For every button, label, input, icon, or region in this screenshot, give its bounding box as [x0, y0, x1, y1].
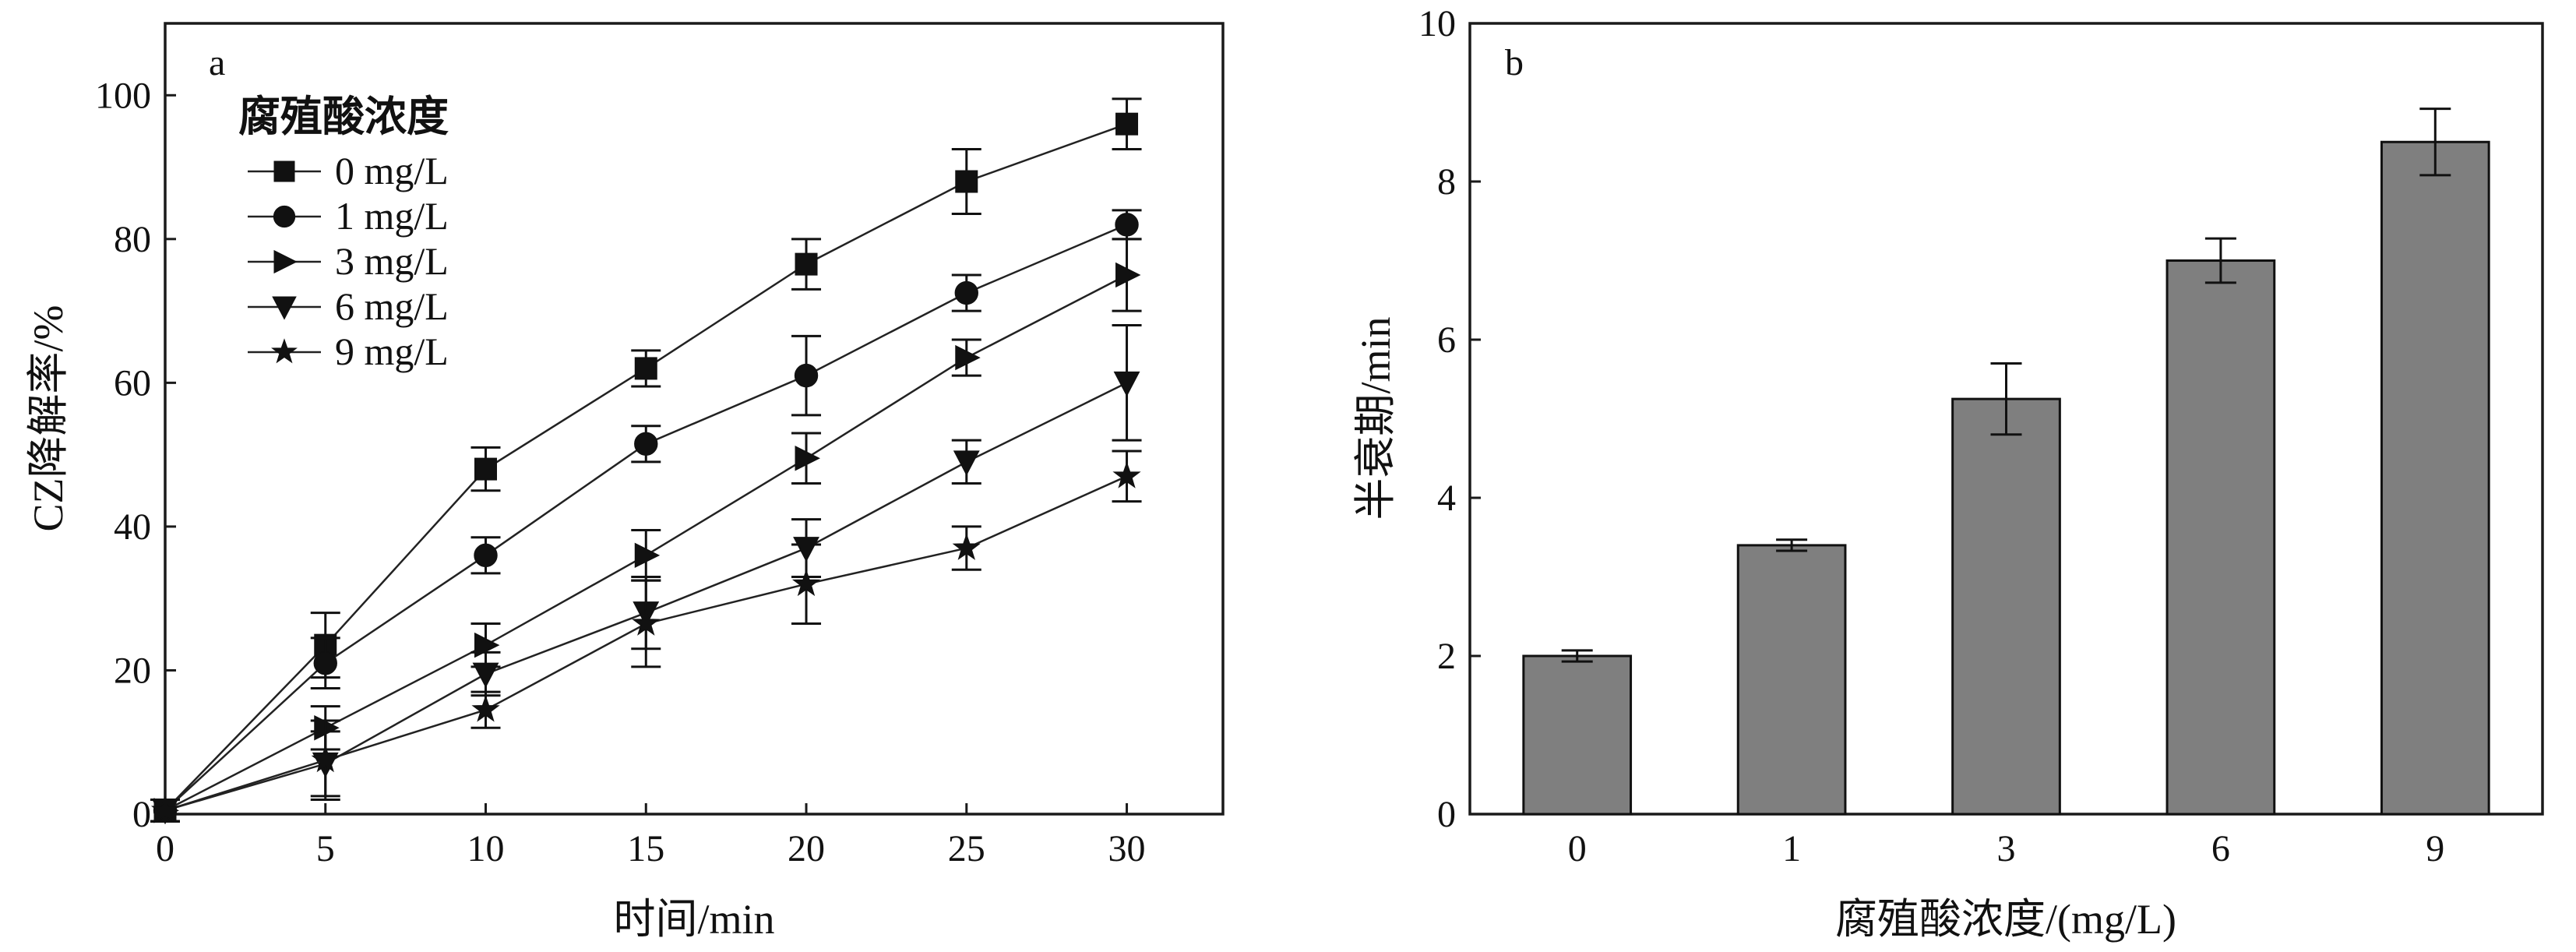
panel-a-plot-frame [164, 22, 1225, 816]
panel-a-label: a [209, 42, 225, 83]
panel-a-y-axis-label: CZ降解率/% [25, 305, 72, 532]
series-4-point [632, 608, 661, 636]
series-1-line [164, 224, 1127, 812]
bar-6 [2165, 259, 2276, 816]
panel-b-x-tick-label: 1 [1782, 828, 1801, 869]
legend-marker-2 [273, 249, 298, 274]
panel-a-y-tick-label: 0 [132, 794, 151, 835]
panel-b-x-tick-label: 6 [2211, 828, 2230, 869]
panel-a-x-tick-label: 10 [467, 828, 505, 869]
panel-a-x-tick-label: 0 [156, 828, 174, 869]
series-3-point [953, 450, 980, 476]
series-4-point [150, 795, 180, 823]
panel-a-x-tick-label: 25 [948, 828, 985, 869]
series-1-point [474, 543, 498, 568]
panel-a-y-tick-label: 40 [114, 506, 151, 548]
panel-a-y-tick-label: 100 [95, 75, 151, 116]
series-0-point [474, 457, 498, 481]
legend-marker-1 [273, 205, 296, 228]
panel-b-x-tick-label: 0 [1568, 828, 1587, 869]
panel-a-line-chart: a 时间/min CZ降解率/% 腐殖酸浓度 0 5 10 15 20 25 30 0 20 40… [25, 22, 1225, 943]
legend-label-1: 1 mg/L [335, 194, 449, 238]
series-0-point [795, 252, 818, 276]
panel-a-x-tick-label: 15 [627, 828, 664, 869]
series-4 [150, 450, 1142, 823]
legend-label-2: 3 mg/L [335, 239, 449, 283]
panel-b-ticks: 0 2 4 6 8 10 0 1 3 6 9 [1418, 3, 2444, 869]
panel-b-bars [1522, 108, 2490, 816]
panel-b-x-axis-label: 腐殖酸浓度/(mg/L) [1835, 896, 2176, 943]
panel-a-x-tick-label: 5 [316, 828, 335, 869]
series-1-point [954, 280, 978, 305]
panel-a-y-tick-label: 60 [114, 362, 151, 404]
panel-a-x-axis-label: 时间/min [613, 896, 774, 943]
legend-label-4: 9 mg/L [335, 330, 449, 373]
series-4-point [311, 745, 340, 773]
panel-a-x-tick-label: 20 [788, 828, 825, 869]
panel-a-ticks: 0 5 10 15 20 25 30 0 20 40 60 80 100 [95, 75, 1146, 869]
bar-9-error-bar [2419, 108, 2451, 177]
panel-b-label: b [1505, 42, 1524, 83]
panel-a-y-tick-label: 80 [114, 219, 151, 260]
bar-1 [1736, 544, 1847, 816]
series-0-point [634, 357, 657, 380]
series-4-point [1112, 461, 1141, 488]
panel-a-x-tick-label: 30 [1108, 828, 1146, 869]
bar-3 [1951, 397, 2061, 816]
panel-a-y-tick-label: 20 [114, 650, 151, 691]
series-1-point [1115, 213, 1139, 237]
series-2-point [474, 632, 500, 658]
panel-a-series [150, 97, 1142, 825]
series-1 [150, 209, 1142, 823]
series-0-point [955, 170, 978, 193]
panel-a-legend-title: 腐殖酸浓度 [238, 93, 449, 140]
series-1-point [313, 651, 337, 675]
panel-b-y-tick-label: 6 [1437, 319, 1456, 361]
legend-marker-4 [271, 338, 298, 364]
legend-marker-0 [273, 160, 295, 182]
series-4-point [791, 569, 821, 597]
bar-0 [1522, 654, 1633, 816]
series-0-point [1115, 112, 1139, 136]
panel-b-y-axis-label: 半衰期/min [1352, 316, 1399, 520]
legend-label-0: 0 mg/L [335, 149, 449, 192]
panel-b-y-tick-label: 4 [1437, 478, 1456, 519]
panel-b-bar-chart: b 腐殖酸浓度/(mg/L) 半衰期/min 0 2 4 6 8 10 0 1 3 6 9 [1352, 3, 2544, 943]
bar-1-error-bar [1776, 538, 1808, 552]
series-4-point [471, 695, 500, 722]
series-3-point [1113, 371, 1140, 397]
series-2-point [634, 542, 661, 569]
panel-b-y-tick-label: 0 [1437, 794, 1456, 835]
bar-3-error-bar [1990, 361, 2022, 436]
bar-6-error-bar [2204, 237, 2236, 284]
series-2-point [955, 344, 981, 371]
panel-b-y-tick-label: 2 [1437, 636, 1456, 677]
series-1-point [634, 432, 658, 456]
bar-0-error-bar [1561, 649, 1593, 663]
legend-marker-3 [272, 296, 297, 320]
panel-b-x-tick-label: 9 [2426, 828, 2444, 869]
series-2-point [795, 446, 820, 471]
series-0-line [164, 123, 1127, 812]
bar-9 [2380, 140, 2490, 816]
panel-b-y-tick-label: 10 [1418, 3, 1456, 44]
panel-a-legend: 0 mg/L1 mg/L3 mg/L6 mg/L9 mg/L [248, 149, 449, 373]
legend-label-3: 6 mg/L [335, 284, 449, 328]
series-2-point [1115, 262, 1141, 288]
series-4-point [952, 533, 981, 560]
panel-b-x-tick-label: 3 [1997, 828, 2016, 869]
series-2 [150, 238, 1142, 823]
series-1-point [794, 363, 819, 388]
series-3-point [472, 662, 499, 688]
panel-b-y-tick-label: 8 [1437, 161, 1456, 203]
